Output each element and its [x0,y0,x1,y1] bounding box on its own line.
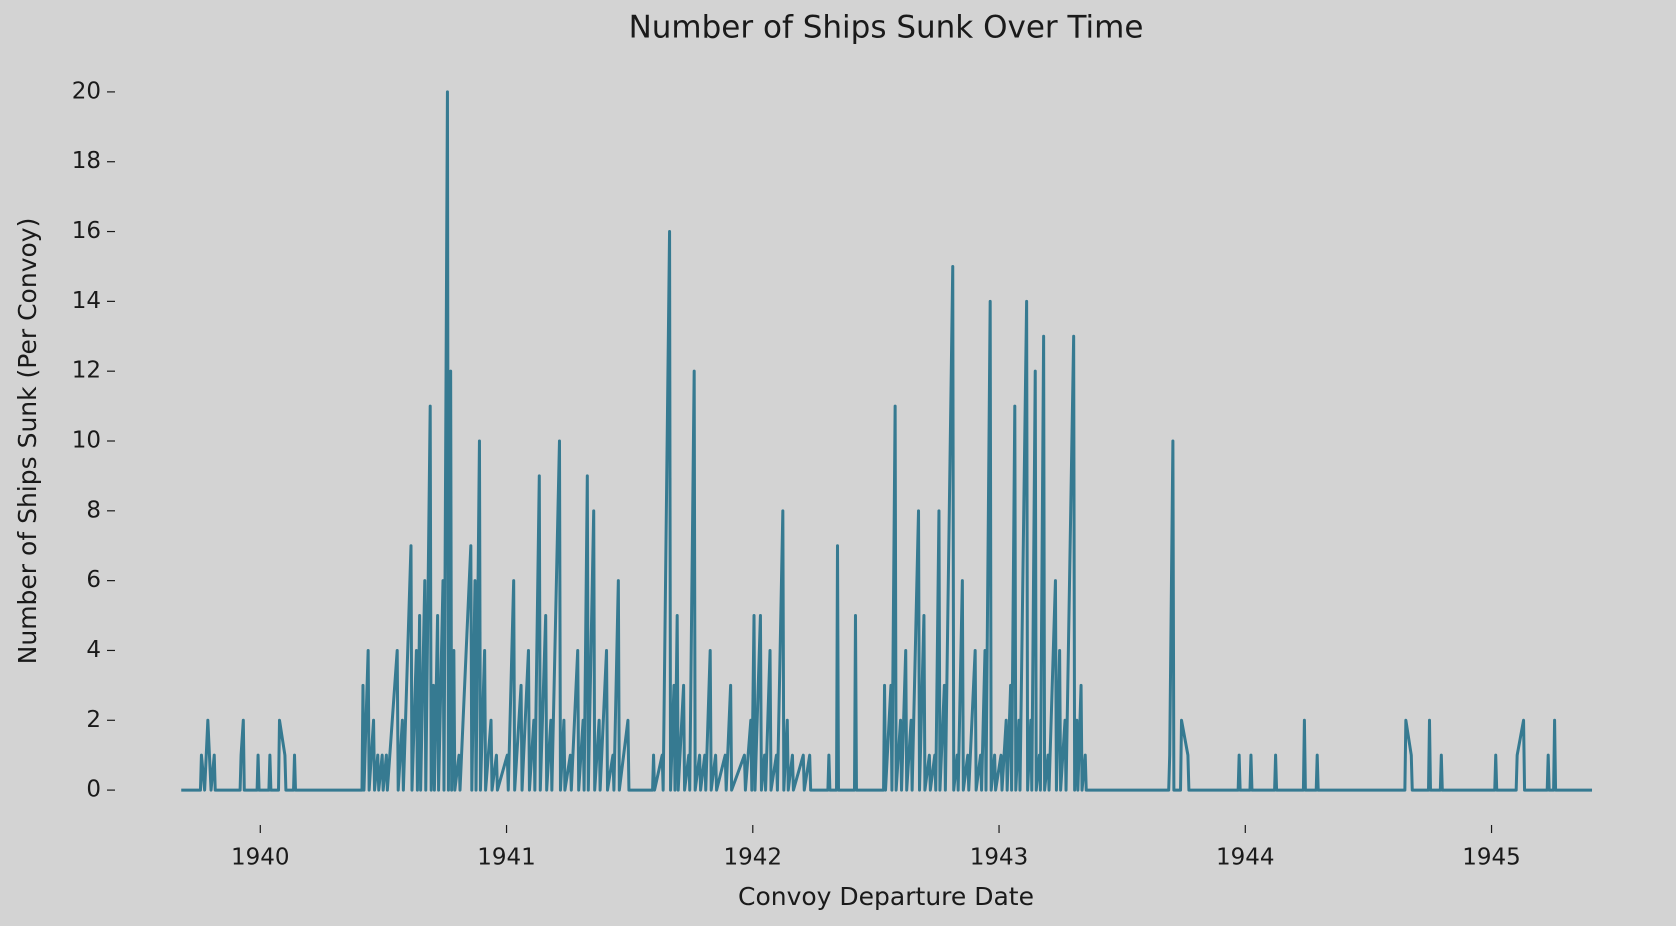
x-tick-label: 1944 [1216,845,1275,871]
y-tick-label: 18 [72,148,101,174]
y-tick-label: 6 [86,567,101,593]
chart-title: Number of Ships Sunk Over Time [629,10,1144,46]
y-tick-label: 20 [72,78,101,104]
y-axis-label: Number of Ships Sunk (Per Convoy) [13,218,42,665]
y-tick-label: 8 [86,497,101,523]
x-tick-label: 1943 [970,845,1029,871]
x-axis-label: Convoy Departure Date [738,882,1034,911]
y-tick-label: 2 [86,707,101,733]
y-tick-label: 16 [72,218,101,244]
y-tick-label: 14 [72,288,101,314]
x-tick-label: 1941 [477,845,536,871]
y-tick-label: 10 [72,428,101,454]
y-tick-label: 4 [86,637,101,663]
x-tick-label: 1940 [231,845,290,871]
x-tick-label: 1942 [724,845,783,871]
x-tick-label: 1945 [1462,845,1521,871]
y-tick-label: 12 [72,358,101,384]
data-line [181,90,1593,792]
y-tick-label: 0 [86,777,101,803]
